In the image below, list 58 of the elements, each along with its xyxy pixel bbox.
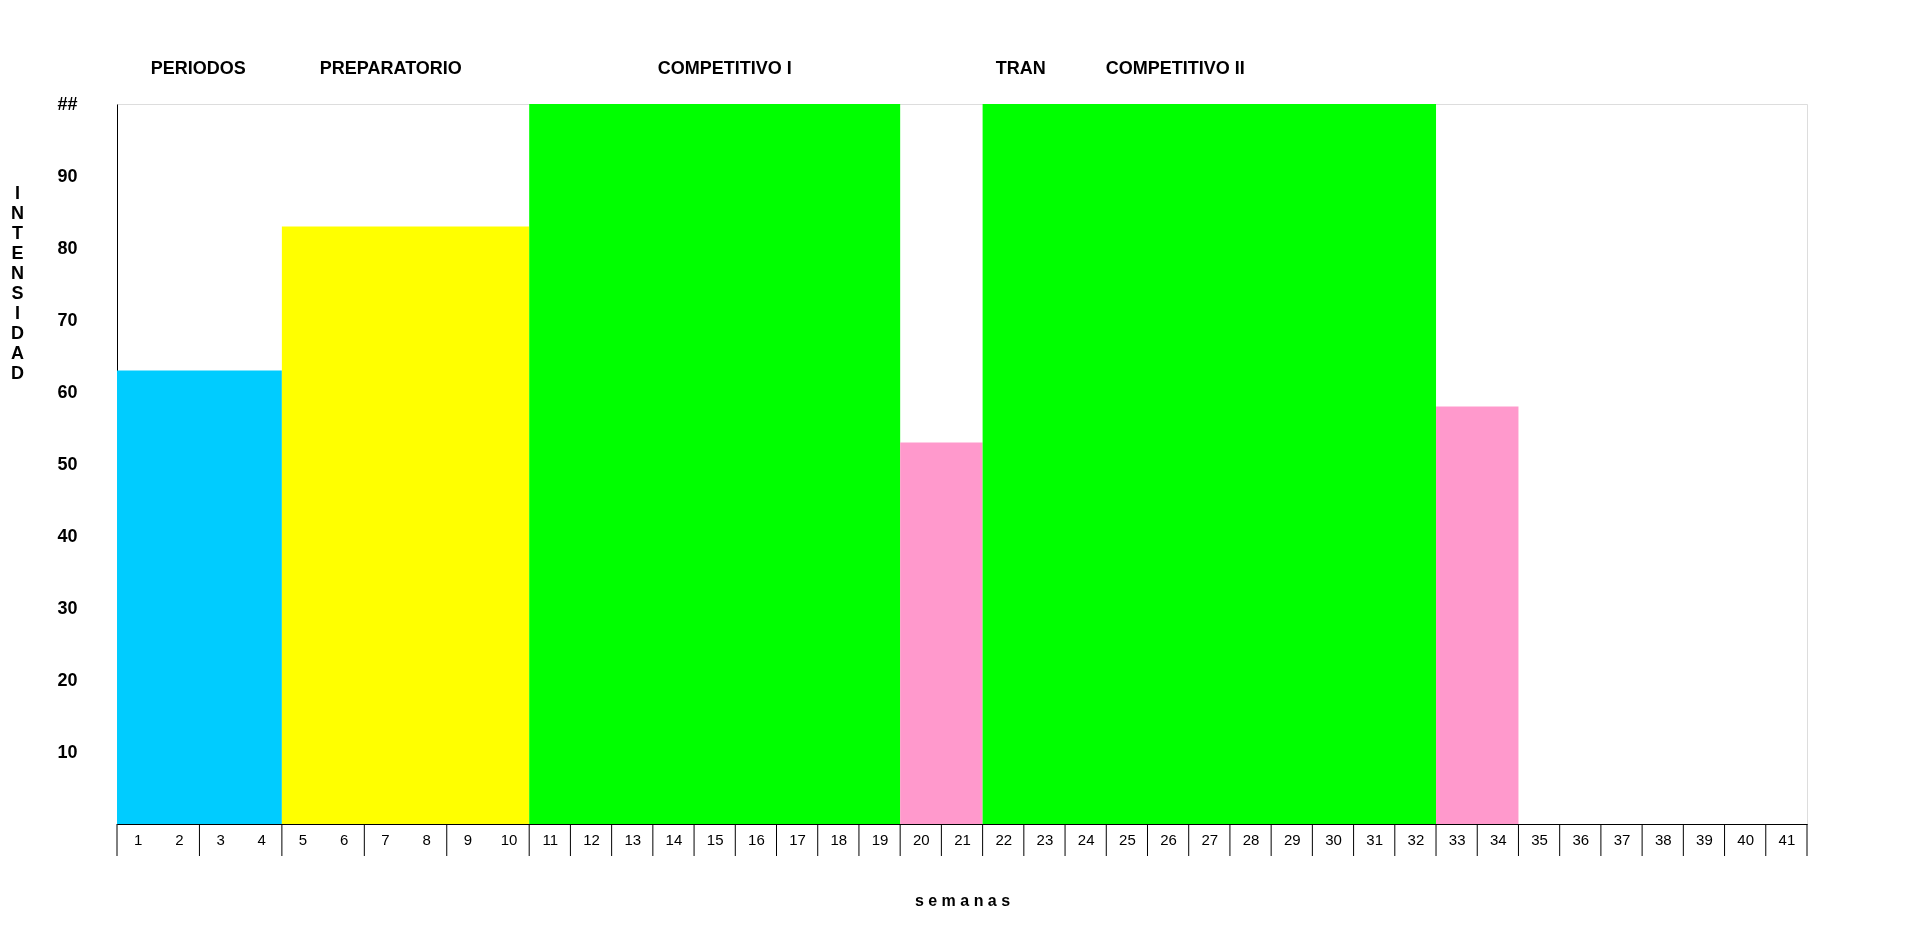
x-tick-label: 35	[1531, 830, 1548, 848]
x-tick-label: 41	[1778, 830, 1796, 848]
x-tick-label: 14	[665, 830, 683, 848]
text: TRAN	[995, 58, 1046, 78]
x-tick-label: 18	[830, 830, 848, 848]
x-tick-label: 34	[1490, 830, 1507, 848]
x-tick-label: 17	[789, 830, 806, 848]
x-tick-label: 33	[1448, 830, 1466, 848]
x-tick-label: 23	[1036, 830, 1054, 848]
x-tick-label: 7	[381, 830, 390, 848]
y-tick-label: ##	[57, 93, 78, 114]
x-tick-label: 31	[1366, 830, 1384, 848]
x-tick-label: 32	[1407, 830, 1425, 848]
y-tick-label: 60	[57, 381, 78, 402]
y-tick-label: 20	[57, 669, 78, 690]
y-tick-label: 70	[57, 309, 78, 330]
x-tick-label: 29	[1283, 830, 1301, 848]
x-tick-label: 37	[1613, 830, 1631, 848]
x-tick-label: 8	[422, 830, 431, 848]
x-tick-label: 20	[912, 830, 930, 848]
x-tick-label: 36	[1572, 830, 1590, 848]
x-tick-label: 12	[583, 830, 600, 848]
x-tick-label: 2	[175, 830, 184, 848]
x-tick-label: 30	[1325, 830, 1342, 848]
x-tick-label: 25	[1119, 830, 1136, 848]
text: COMPETITIVO I	[657, 58, 792, 78]
text: PERIODOS	[150, 58, 246, 78]
text: INTENSIDAD	[11, 182, 24, 383]
x-tick-label: 6	[340, 830, 349, 848]
x-tick-label: 27	[1201, 830, 1219, 848]
x-tick-label: 9	[463, 830, 473, 848]
x-tick-label: 11	[542, 830, 559, 848]
x-tick-label: 38	[1654, 830, 1672, 848]
x-tick-label: 22	[995, 830, 1013, 848]
y-tick-label: 30	[57, 597, 78, 618]
y-tick-label: 40	[57, 525, 78, 546]
x-tick-label: 39	[1696, 830, 1713, 848]
y-tick-label: 50	[57, 453, 78, 474]
y-tick-label: 90	[57, 165, 78, 186]
x-tick-label: 15	[706, 830, 724, 848]
x-tick-label: 19	[871, 830, 889, 848]
x-tick-label: 4	[257, 830, 266, 848]
y-tick-label: 80	[57, 237, 78, 258]
x-tick-label: 13	[624, 830, 642, 848]
x-tick-label: 3	[216, 830, 225, 848]
text: PREPARATORIO	[319, 58, 462, 78]
text: COMPETITIVO II	[1105, 58, 1245, 78]
x-tick-label: 26	[1160, 830, 1177, 848]
x-tick-label: 28	[1242, 830, 1260, 848]
x-tick-label: 16	[748, 830, 765, 848]
x-tick-label: 24	[1077, 830, 1095, 848]
x-tick-label: 21	[954, 830, 971, 848]
x-axis-title: s e m a n a s	[914, 891, 1011, 909]
y-tick-label: 10	[57, 741, 78, 762]
x-tick-label: 5	[298, 830, 308, 848]
x-tick-label: 40	[1737, 830, 1755, 848]
x-tick-label: 10	[500, 830, 518, 848]
x-tick-label: 1	[133, 830, 143, 848]
